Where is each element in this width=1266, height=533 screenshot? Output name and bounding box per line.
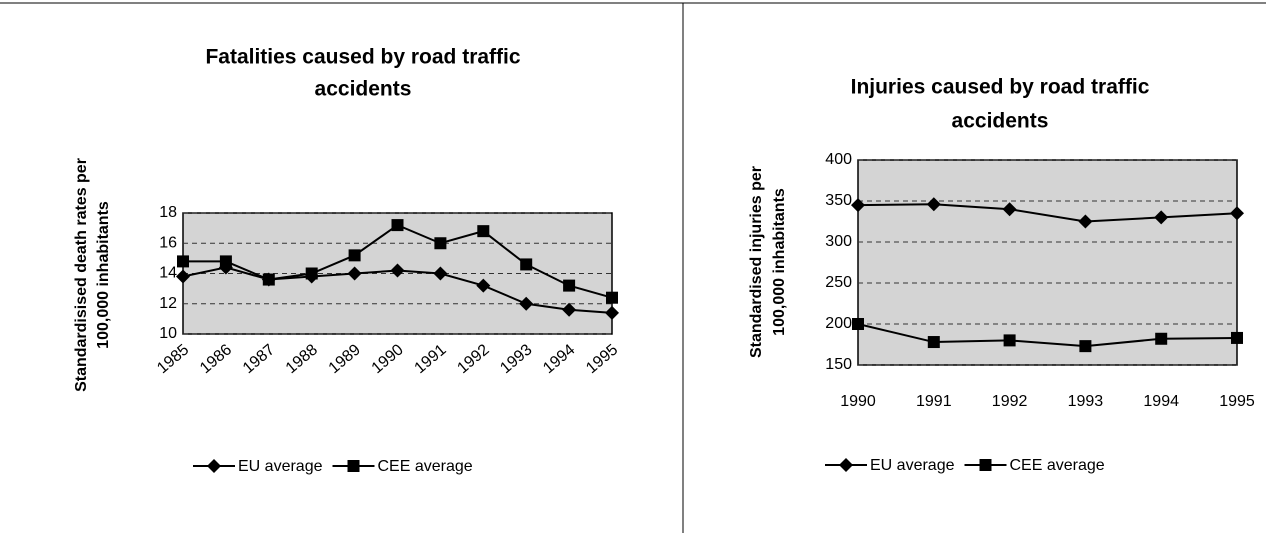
legend-marker [347, 460, 360, 472]
legend-marker [979, 459, 992, 471]
x-tick-label: 1992 [454, 341, 492, 377]
marker [476, 278, 491, 293]
legend-label: EU average [870, 457, 955, 474]
x-tick-label: 1989 [326, 341, 364, 377]
chart-title: Fatalities caused by road traffic [205, 46, 520, 69]
y-tick-label: 350 [825, 192, 852, 209]
marker [1003, 334, 1016, 347]
marker [177, 255, 189, 268]
x-tick-label: 1995 [583, 341, 621, 377]
marker [520, 258, 533, 271]
y-tick-label: 250 [825, 274, 852, 291]
marker [563, 279, 576, 292]
x-tick-label: 1990 [840, 393, 876, 410]
marker [219, 255, 232, 268]
y-tick-label: 12 [159, 295, 177, 312]
x-tick-label: 1994 [540, 341, 578, 377]
y-tick-label: 200 [825, 315, 852, 332]
x-tick-label: 1993 [1068, 393, 1104, 410]
marker [851, 198, 865, 213]
chart-title: accidents [315, 78, 412, 101]
marker [852, 318, 864, 330]
y-tick-label: 10 [159, 325, 177, 342]
chart-title: accidents [952, 110, 1049, 133]
x-tick-label: 1985 [154, 341, 192, 377]
marker [927, 336, 940, 349]
marker [348, 249, 361, 262]
x-tick-label: 1995 [1219, 393, 1255, 410]
y-axis-label: Standardised injuries per [748, 166, 765, 358]
marker [1002, 202, 1017, 217]
legend-label: CEE average [1010, 457, 1105, 474]
marker [262, 273, 275, 286]
marker [1078, 214, 1093, 229]
marker [605, 305, 619, 320]
y-tick-label: 16 [159, 234, 177, 251]
marker [433, 266, 448, 281]
legend-label: EU average [238, 458, 323, 475]
marker [606, 291, 618, 304]
y-axis-label: 100,000 inhabitants [771, 188, 788, 336]
y-tick-label: 18 [159, 204, 177, 221]
y-axis-label: 100,000 inhabitants [95, 201, 112, 349]
marker [305, 267, 318, 280]
x-tick-label: 1988 [283, 341, 321, 377]
marker [1154, 210, 1169, 225]
marker [926, 197, 941, 212]
marker [434, 237, 447, 250]
legend-marker [839, 458, 853, 472]
marker [519, 296, 534, 311]
marker [390, 263, 405, 278]
x-tick-label: 1993 [497, 341, 535, 377]
plot-area [857, 159, 1238, 366]
marker [1231, 331, 1243, 344]
y-tick-label: 300 [825, 233, 852, 250]
x-tick-label: 1991 [411, 341, 449, 377]
marker [176, 269, 190, 284]
marker [477, 225, 490, 238]
y-axis-label: Standardisised death rates per [73, 158, 90, 392]
x-tick-label: 1986 [197, 341, 235, 377]
chart-title: Injuries caused by road traffic [851, 76, 1150, 99]
marker [1079, 340, 1092, 353]
marker [562, 302, 577, 317]
legend-marker [207, 459, 221, 473]
marker [347, 266, 362, 281]
y-tick-label: 150 [825, 356, 852, 373]
series-line [857, 203, 1238, 223]
marker [1230, 206, 1244, 221]
legend-label: CEE average [378, 458, 473, 475]
series-line [857, 323, 1238, 348]
x-tick-label: 1994 [1143, 393, 1179, 410]
x-tick-label: 1990 [369, 341, 407, 377]
marker [1155, 332, 1168, 345]
marker [391, 219, 404, 232]
x-tick-label: 1987 [240, 341, 278, 377]
x-tick-label: 1992 [992, 393, 1028, 410]
x-tick-label: 1991 [916, 393, 952, 410]
y-tick-label: 14 [159, 265, 177, 282]
y-tick-label: 400 [825, 151, 852, 168]
